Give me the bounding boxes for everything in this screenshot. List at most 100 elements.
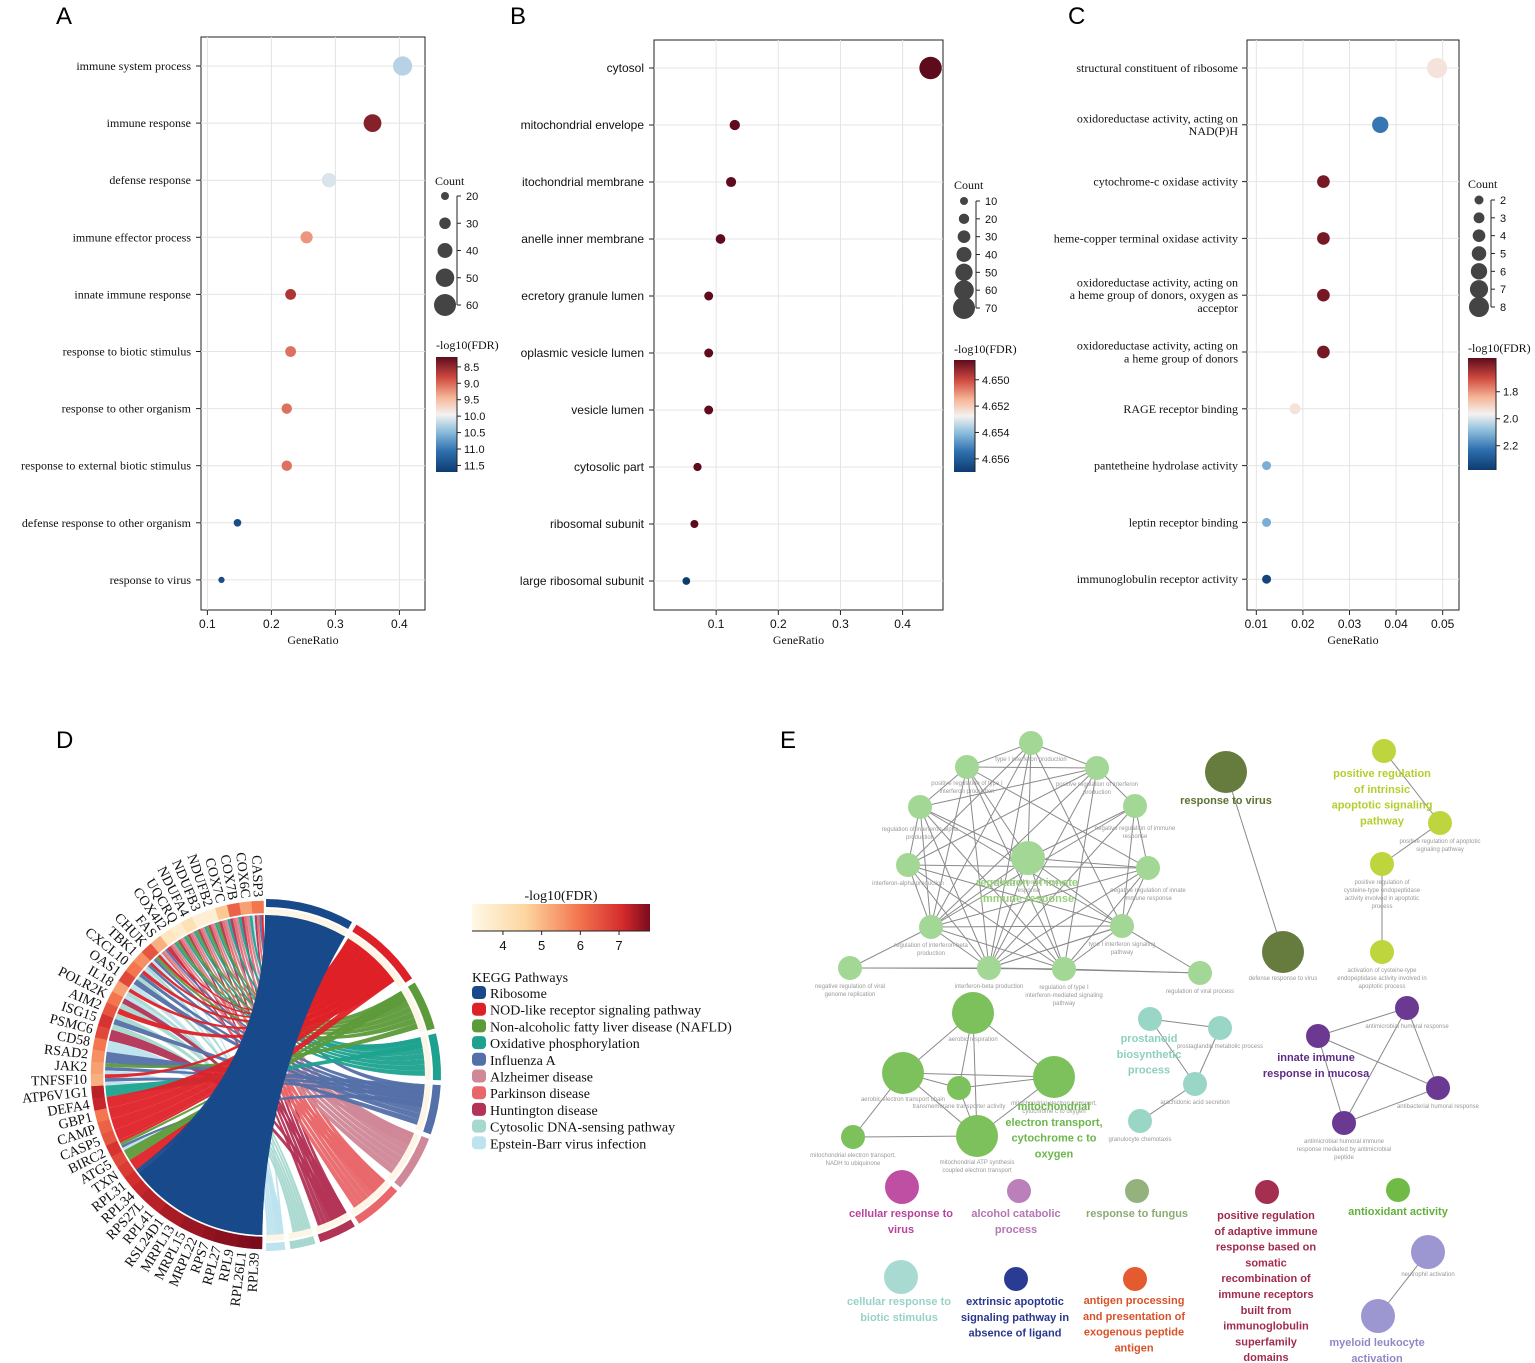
category-label: ecretory granule lumen <box>521 289 644 303</box>
pathway-sector-inner <box>415 1084 431 1131</box>
cluster-label: response based on <box>1216 1242 1317 1254</box>
gene-label: ATP6V1G1 <box>21 1085 88 1107</box>
pathway-sector <box>289 1235 316 1250</box>
network-edge <box>930 766 968 928</box>
kegg-legend-swatch <box>472 1002 486 1016</box>
network-node <box>884 1260 918 1294</box>
network-node-label-line: pathway <box>1053 1001 1075 1007</box>
chord-colorbar-title: -log10(FDR) <box>524 889 597 904</box>
kegg-legend-label: Oxidative phosphorylation <box>490 1037 640 1052</box>
network-edge <box>1343 1007 1408 1124</box>
kegg-legend-label: Influenza A <box>490 1054 557 1069</box>
color-legend-label: 2.2 <box>1503 441 1518 453</box>
cluster-label: response in mucosa <box>1263 1068 1370 1080</box>
network-node-label: aerobic electron transport chain <box>861 1097 945 1103</box>
cluster-label: positive regulation <box>1333 768 1431 780</box>
pathway-sector-inner <box>265 1233 285 1241</box>
network-node-label-line: interferon production <box>939 789 994 795</box>
cluster-label: extrinsic apoptotic <box>966 1296 1064 1308</box>
category-label: immune effector process <box>73 230 192 244</box>
network-edge <box>988 925 1123 969</box>
chord-ribbon-ribosome <box>138 915 345 1235</box>
size-legend-dot <box>956 247 972 262</box>
data-point <box>285 289 296 300</box>
color-legend-label: 4.650 <box>982 375 1010 387</box>
network-node-label: antimicrobial humoral immune response med… <box>1297 1139 1391 1161</box>
category-label: structural constituent of ribosome <box>1076 61 1238 75</box>
network-node <box>1123 794 1147 818</box>
network-node-label-line: coupled electron transport <box>942 1168 1012 1174</box>
category-label: itochondrial membrane <box>522 175 644 189</box>
network-node-label-line: regulation of innate immune <box>991 880 1066 886</box>
color-legend-label: 9.0 <box>464 378 479 390</box>
network-node <box>1007 1179 1031 1203</box>
network-edge <box>849 926 932 969</box>
size-legend-title: Count <box>954 178 984 192</box>
x-tick-label: 0.03 <box>1338 617 1362 631</box>
category-label: immune response <box>107 116 191 130</box>
network-node-label-line: cytochrome c to oxygen <box>1022 1109 1085 1115</box>
size-legend-dot <box>1469 280 1489 299</box>
network-node-label-line: activation of cysteine-type <box>1347 968 1417 974</box>
color-legend-label: 4.656 <box>982 454 1010 466</box>
network-node-label: positive regulation of interferon product… <box>1056 782 1138 796</box>
cluster-label: somatic <box>1245 1257 1287 1269</box>
size-legend-label: 5 <box>1500 249 1506 261</box>
network-node <box>1395 996 1419 1020</box>
network-node <box>1361 1299 1395 1333</box>
network-node <box>956 1115 998 1157</box>
kegg-legend-title: KEGG Pathways <box>472 971 568 986</box>
pathway-sector <box>423 1084 441 1135</box>
chord-ribbon <box>105 1051 425 1091</box>
network-edge <box>966 766 1029 859</box>
cluster-label: prostanoid <box>1121 1033 1178 1045</box>
data-point <box>285 346 296 357</box>
pathway-sector-inner <box>348 933 404 988</box>
cluster-label: process <box>1128 1065 1170 1077</box>
pathway-sector-inner <box>420 1035 431 1080</box>
network-edge <box>1343 1087 1439 1124</box>
network-edge <box>1063 968 1201 974</box>
network-node-label: antibacterial humoral response <box>1397 1104 1480 1110</box>
network-node <box>1019 731 1043 755</box>
cluster-label: antigen <box>1114 1342 1153 1354</box>
x-tick-label: 0.02 <box>1291 617 1315 631</box>
network-node-label: negative regulation of innate immune resp… <box>1110 888 1186 902</box>
network-edge <box>1027 742 1032 859</box>
size-legend-dot <box>434 294 456 316</box>
kegg-legend-swatch <box>472 1052 486 1066</box>
category-label: heme-copper terminal oxidase activity <box>1054 231 1238 245</box>
network-node-label: aerobic respiration <box>948 1037 997 1043</box>
network-node <box>1052 957 1076 981</box>
network-edge <box>1383 750 1441 824</box>
data-point <box>704 291 714 301</box>
network-node <box>1370 852 1394 876</box>
network-node-label-line: production <box>917 951 945 957</box>
size-legend-dot <box>1473 212 1485 224</box>
x-tick-label: 0.2 <box>770 617 787 631</box>
size-legend-label: 6 <box>1500 266 1506 278</box>
cluster-label: biotic stimulus <box>860 1312 938 1324</box>
cluster-label: alcohol catabolic <box>971 1208 1060 1220</box>
network-edge <box>966 766 990 969</box>
gene-sector <box>90 1061 104 1075</box>
data-point <box>321 173 337 188</box>
network-node <box>1428 811 1452 835</box>
gene-sector <box>214 904 230 921</box>
kegg-legend-label: Epstein-Barr virus infection <box>490 1137 646 1152</box>
network-node-label-line: response <box>1016 888 1041 894</box>
size-legend-dot <box>1470 263 1488 280</box>
network-edge <box>1225 771 1284 953</box>
category-label: innate immune response <box>74 287 191 301</box>
chord-ribbon <box>177 939 347 1215</box>
network-node-label-line: negative regulation of immune <box>1095 826 1176 832</box>
pathway-sector <box>266 899 353 929</box>
category-label: oxidoreductase activity, acting on <box>1077 112 1238 126</box>
category-label: oxidoreductase activity, acting on <box>1077 339 1238 353</box>
data-point <box>233 518 242 527</box>
network-node-label-line: immune response <box>1124 896 1172 902</box>
size-legend-label: 40 <box>466 246 478 258</box>
network-node-label-line: endopeptidase activity involved in <box>1337 976 1426 982</box>
chord-ribbon <box>105 938 356 1079</box>
network-node <box>1411 1235 1445 1269</box>
